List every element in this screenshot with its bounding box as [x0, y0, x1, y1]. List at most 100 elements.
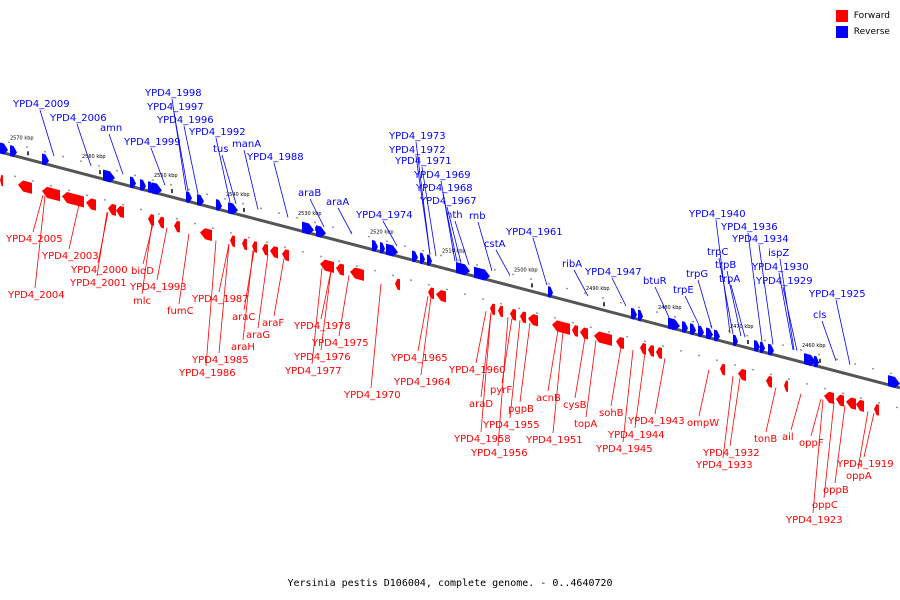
reverse-gene-arrow[interactable]: [216, 199, 222, 211]
forward-gene-arrow[interactable]: [242, 238, 247, 251]
reverse-gene-arrow[interactable]: [197, 194, 204, 207]
gene-label-oppb[interactable]: oppB: [823, 485, 849, 496]
reverse-gene-arrow[interactable]: [548, 286, 553, 298]
reverse-gene-arrow[interactable]: [814, 355, 819, 368]
gene-label-ypd4-1998[interactable]: YPD4_1998: [144, 88, 202, 99]
reverse-gene-arrow[interactable]: [733, 334, 738, 347]
gene-label-ypd4-1925[interactable]: YPD4_1925: [808, 289, 866, 300]
gene-label-arah[interactable]: araH: [231, 342, 255, 353]
gene-label-pgpb[interactable]: pgpB: [508, 404, 534, 415]
reverse-gene-arrow[interactable]: [412, 250, 418, 263]
gene-label-ypd4-1997[interactable]: YPD4_1997: [146, 102, 204, 113]
forward-gene-arrow[interactable]: [350, 267, 364, 281]
forward-gene-arrow[interactable]: [62, 192, 84, 208]
forward-gene-arrow[interactable]: [230, 235, 235, 248]
forward-gene-arrow[interactable]: [428, 287, 434, 300]
gene-label-ypd4-2001[interactable]: YPD4_2001: [69, 278, 127, 289]
forward-gene-arrow[interactable]: [510, 308, 516, 321]
forward-gene-arrow[interactable]: [282, 249, 289, 262]
gene-label-ypd4-1923[interactable]: YPD4_1923: [785, 515, 843, 526]
gene-label-ypd4-1970[interactable]: YPD4_1970: [343, 390, 401, 401]
reverse-gene-arrow[interactable]: [631, 307, 637, 320]
gene-label-fumc[interactable]: fumC: [167, 306, 194, 317]
gene-label-ypd4-1960[interactable]: YPD4_1960: [448, 365, 506, 376]
forward-gene-arrow[interactable]: [42, 186, 60, 202]
reverse-gene-arrow[interactable]: [714, 329, 720, 342]
gene-label-cysb[interactable]: cysB: [563, 400, 587, 411]
gene-label-acnb[interactable]: acnB: [536, 393, 561, 404]
gene-label-ypd4-2003[interactable]: YPD4_2003: [41, 251, 99, 262]
forward-gene-arrow[interactable]: [720, 363, 725, 376]
forward-gene-arrow[interactable]: [640, 342, 646, 355]
reverse-gene-arrow[interactable]: [0, 142, 8, 155]
gene-label-ypd4-1993[interactable]: YPD4_1993: [129, 282, 187, 293]
gene-label-arag[interactable]: araG: [246, 330, 270, 341]
gene-label-ypd4-1967[interactable]: YPD4_1967: [419, 196, 477, 207]
forward-gene-arrow[interactable]: [528, 314, 538, 327]
gene-label-ypd4-1919[interactable]: YPD4_1919: [836, 459, 894, 470]
gene-label-topa[interactable]: topA: [574, 419, 597, 430]
forward-gene-arrow[interactable]: [856, 399, 864, 412]
gene-label-ypd4-1988[interactable]: YPD4_1988: [246, 152, 304, 163]
forward-gene-arrow[interactable]: [616, 336, 624, 349]
gene-label-ypd4-1944[interactable]: YPD4_1944: [607, 430, 665, 441]
forward-gene-arrow[interactable]: [520, 311, 526, 324]
forward-gene-arrow[interactable]: [580, 327, 588, 340]
forward-gene-arrow[interactable]: [498, 305, 503, 318]
forward-gene-arrow[interactable]: [270, 246, 278, 259]
gene-label-ypd4-1958[interactable]: YPD4_1958: [453, 434, 511, 445]
reverse-gene-arrow[interactable]: [668, 317, 680, 331]
gene-label-ypd4-1940[interactable]: YPD4_1940: [688, 209, 746, 220]
gene-label-trpb[interactable]: trpB: [715, 260, 736, 271]
gene-label-ypd4-1971[interactable]: YPD4_1971: [394, 156, 452, 167]
reverse-gene-arrow[interactable]: [754, 340, 760, 352]
gene-label-arac[interactable]: araC: [232, 312, 255, 323]
reverse-gene-arrow[interactable]: [456, 261, 470, 276]
gene-label-ypd4-1977[interactable]: YPD4_1977: [284, 366, 342, 377]
reverse-gene-arrow[interactable]: [152, 182, 162, 195]
gene-label-biod[interactable]: bioD: [131, 266, 154, 277]
gene-label-ypd4-1974[interactable]: YPD4_1974: [355, 210, 413, 221]
reverse-gene-arrow[interactable]: [682, 321, 688, 333]
forward-gene-arrow[interactable]: [572, 325, 578, 337]
gene-label-ypd4-1973[interactable]: YPD4_1973: [388, 131, 446, 142]
gene-label-ypd4-1951[interactable]: YPD4_1951: [525, 435, 583, 446]
forward-gene-arrow[interactable]: [846, 397, 856, 410]
reverse-gene-arrow[interactable]: [386, 243, 398, 257]
reverse-gene-arrow[interactable]: [760, 341, 765, 354]
gene-label-csta[interactable]: cstA: [484, 239, 506, 250]
forward-gene-arrow[interactable]: [766, 375, 772, 388]
gene-label-ypd4-1976[interactable]: YPD4_1976: [293, 352, 351, 363]
gene-label-ypd4-1968[interactable]: YPD4_1968: [415, 183, 473, 194]
reverse-gene-arrow[interactable]: [706, 327, 713, 340]
forward-gene-arrow[interactable]: [200, 228, 212, 242]
forward-gene-arrow[interactable]: [174, 220, 180, 233]
forward-gene-arrow[interactable]: [108, 203, 116, 216]
forward-gene-arrow[interactable]: [824, 391, 834, 405]
forward-gene-arrow[interactable]: [262, 243, 268, 256]
gene-label-ypd4-2006[interactable]: YPD4_2006: [49, 113, 107, 124]
gene-label-ompw[interactable]: ompW: [687, 418, 719, 429]
gene-label-ypd4-1999[interactable]: YPD4_1999: [123, 137, 181, 148]
gene-label-araf[interactable]: araF: [262, 318, 284, 329]
gene-label-ypd4-1987[interactable]: YPD4_1987: [191, 294, 249, 305]
reverse-gene-arrow[interactable]: [10, 145, 17, 158]
forward-gene-arrow[interactable]: [116, 205, 124, 218]
reverse-gene-arrow[interactable]: [427, 254, 432, 267]
gene-label-ypd4-2005[interactable]: YPD4_2005: [5, 234, 63, 245]
gene-label-ypd4-1934[interactable]: YPD4_1934: [731, 234, 789, 245]
gene-label-riba[interactable]: ribA: [562, 259, 582, 270]
gene-label-tonb[interactable]: tonB: [754, 434, 777, 445]
reverse-gene-arrow[interactable]: [186, 191, 192, 204]
reverse-gene-arrow[interactable]: [140, 179, 146, 191]
gene-label-ypd4-1978[interactable]: YPD4_1978: [293, 321, 351, 332]
gene-label-mana[interactable]: manA: [232, 139, 261, 150]
gene-label-mlc[interactable]: mlc: [133, 296, 151, 307]
forward-gene-arrow[interactable]: [320, 259, 334, 274]
reverse-gene-arrow[interactable]: [638, 309, 643, 322]
gene-label-trpg[interactable]: trpG: [686, 269, 708, 280]
gene-label-ypd4-1996[interactable]: YPD4_1996: [156, 115, 214, 126]
gene-label-trpa[interactable]: trpA: [719, 274, 740, 285]
reverse-gene-arrow[interactable]: [698, 325, 704, 338]
gene-label-arad[interactable]: araD: [469, 399, 493, 410]
